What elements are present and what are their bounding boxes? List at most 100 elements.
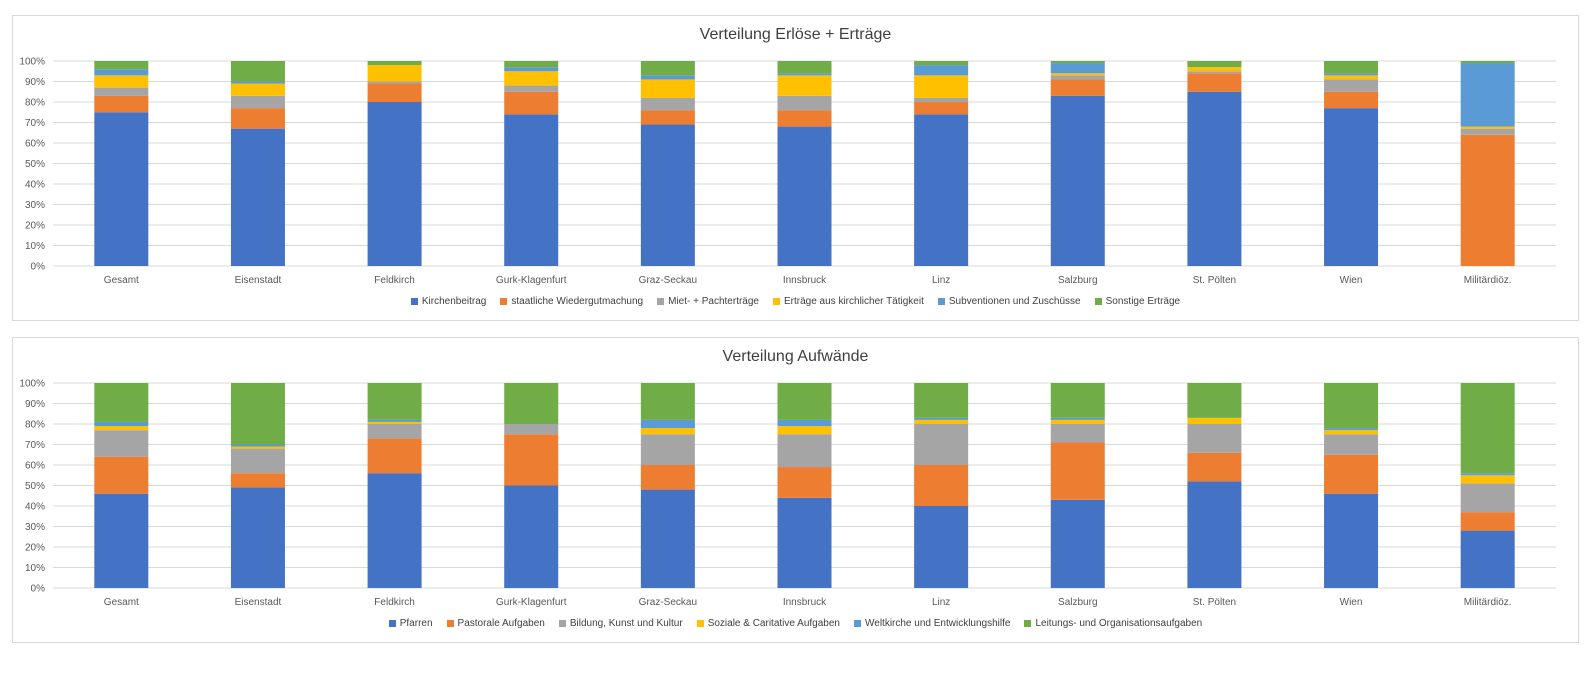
y-tick-label: 100% [19, 57, 45, 68]
legend-swatch [854, 620, 861, 627]
bar-segment [367, 438, 422, 474]
bar-segment [504, 424, 559, 435]
chart-panel-erloese: Verteilung Erlöse + Erträge 0% 10% 20% 30% 4… [12, 15, 1579, 321]
bar-segment [367, 83, 422, 102]
legend-label: Miet- + Pachterträge [668, 296, 759, 307]
bar-segment [94, 456, 149, 494]
bar-segment [914, 75, 969, 98]
legend-swatch [1094, 298, 1102, 305]
bar-segment [230, 473, 285, 488]
legend-item: Erträge aus kirchlicher Tätigkeit [772, 296, 924, 307]
bar-segment [367, 102, 422, 266]
y-tick-label: 50% [25, 159, 45, 170]
bar-segment [504, 85, 559, 92]
bar-segment [367, 65, 422, 82]
bar-segment [1324, 91, 1379, 109]
bar-segment [777, 61, 832, 74]
bar-segment [230, 446, 285, 449]
bar-segment [1050, 61, 1105, 64]
bar-segment [1324, 434, 1379, 455]
bar-segment [1460, 63, 1515, 127]
bar-segment [1187, 452, 1242, 482]
bar-segment [1324, 108, 1379, 267]
bar-segment [640, 428, 695, 435]
y-tick-label: 10% [25, 563, 45, 574]
bar-segment [640, 110, 695, 125]
y-tick-label: 50% [25, 481, 45, 492]
bar-segment [94, 493, 149, 588]
bar-segment [1187, 481, 1242, 588]
bar-segment [777, 126, 832, 266]
bar-segment [640, 419, 695, 429]
bar-segment [777, 73, 832, 76]
bar-segment [230, 83, 285, 96]
bar-segment [1324, 428, 1379, 431]
legend-item: staatliche Wiedergutmachung [500, 296, 643, 307]
bar-segment [367, 419, 422, 422]
bar-segment [1050, 79, 1105, 96]
bar-segment [1187, 71, 1242, 74]
legend-label: Bildung, Kunst und Kultur [569, 618, 683, 629]
bar-segment [230, 95, 285, 109]
bar-segment [230, 383, 285, 445]
chart-panel-aufwaende: Verteilung Aufwände 0% 10% 20% 30% 40% 50% 60%… [12, 337, 1579, 643]
legend-item: Pfarren [388, 618, 433, 629]
bar-segment [1050, 499, 1105, 588]
legend-swatch [772, 298, 780, 305]
x-tick-label: Gurk-Klagenfurt [496, 275, 567, 286]
bar-segment [914, 61, 969, 66]
bar-segment [1460, 512, 1515, 531]
bar-segment [777, 467, 832, 498]
x-tick-label: Salzburg [1058, 275, 1097, 286]
legend-swatch [696, 620, 704, 627]
x-tick-label: Innsbruck [783, 275, 827, 286]
legend-label: Pastorale Aufgaben [457, 618, 545, 629]
bar-segment [1050, 75, 1105, 80]
x-tick-label: St. Pölten [1193, 275, 1236, 286]
bar-segment [1187, 73, 1242, 92]
bar-segment [777, 426, 832, 435]
bar-segment [230, 61, 285, 82]
y-tick-label: 20% [25, 221, 45, 232]
y-tick-label: 0% [31, 584, 46, 595]
bar-segment [640, 465, 695, 490]
legend-item: Soziale & Caritative Aufgaben [696, 618, 840, 629]
bar-segment [914, 383, 969, 418]
x-tick-label: Gesamt [104, 597, 139, 608]
bar-segment [504, 61, 559, 68]
legend-item: Pastorale Aufgaben [446, 618, 545, 629]
bar-segment [777, 497, 832, 588]
x-tick-label: Linz [932, 275, 950, 286]
bar-segment [640, 61, 695, 76]
bar-segment [640, 97, 695, 111]
bar-segment [914, 417, 969, 420]
bar-segment [367, 383, 422, 420]
bar-segment [94, 421, 149, 427]
bar-segment [1460, 383, 1515, 474]
bar-segment [1324, 61, 1379, 74]
y-tick-label: 70% [25, 440, 45, 451]
x-tick-label: Feldkirch [374, 597, 415, 608]
legend-label: staatliche Wiedergutmachung [511, 296, 644, 307]
chart-plot-aufwaende: 0% 10% 20% 30% 40% 50% 60% 70% 80% 90% 100% Gesamt E… [19, 379, 1556, 608]
legend-label: Soziale & Caritative Aufgaben [707, 618, 840, 629]
bar-segment [1460, 134, 1515, 266]
y-tick-label: 80% [25, 420, 45, 431]
bar-segment [367, 81, 422, 84]
bar-segment [230, 448, 285, 474]
bar-segment [1460, 61, 1515, 64]
bar-segment [1187, 61, 1242, 68]
bar-segment [504, 434, 559, 486]
y-tick-label: 40% [25, 180, 45, 191]
x-tick-label: Graz-Seckau [639, 275, 697, 286]
bar-segment [1460, 483, 1515, 513]
x-tick-label: Salzburg [1058, 597, 1097, 608]
legend-swatch [446, 620, 454, 627]
bar-segment [1187, 67, 1242, 72]
bar-segment [504, 485, 559, 588]
bar-segment [1460, 530, 1515, 588]
bar-segment [504, 383, 559, 424]
bar-segment [640, 79, 695, 98]
x-tick-label: Graz-Seckau [639, 597, 697, 608]
bar-segment [367, 424, 422, 439]
